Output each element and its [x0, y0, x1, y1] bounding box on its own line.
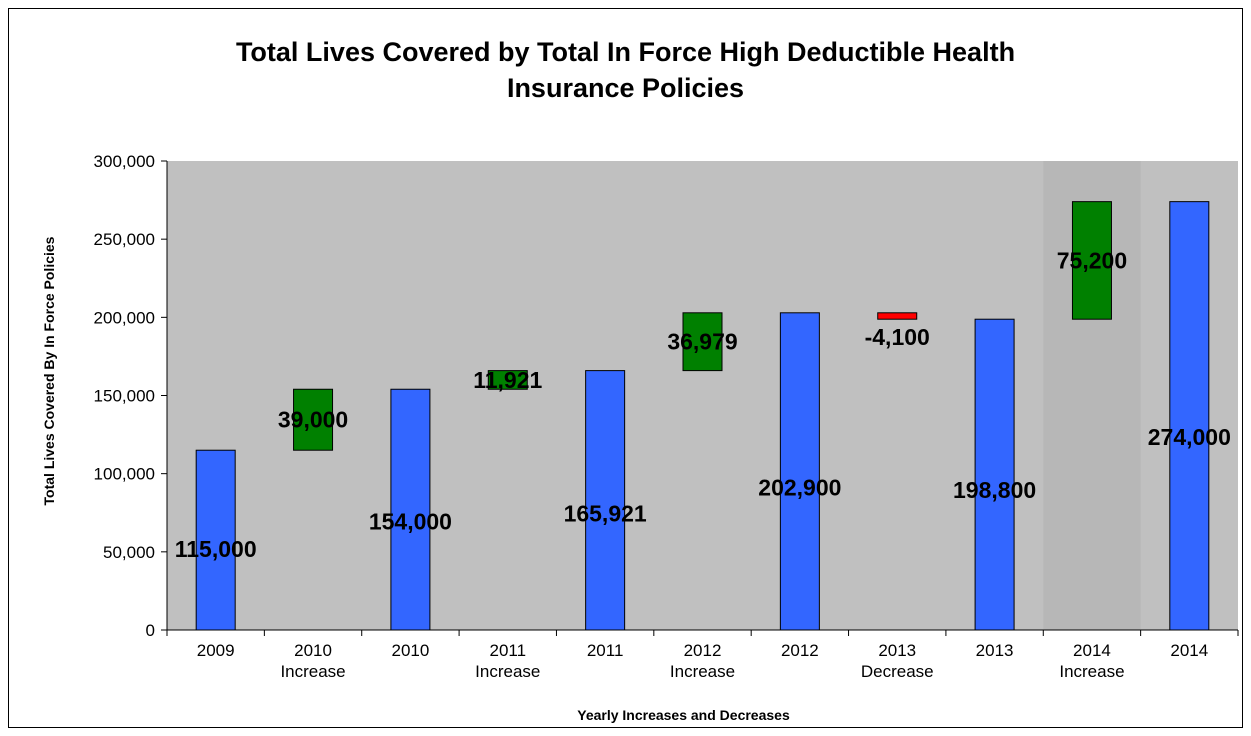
data-label: 39,000 [278, 407, 348, 433]
y-tick-label: 250,000 [94, 230, 155, 249]
x-category-label: Increase [475, 662, 540, 681]
data-label: 165,921 [564, 500, 647, 526]
bar-total-2012 [779, 312, 820, 631]
bar-increase-2010-increase [293, 388, 334, 451]
y-tick-label: 50,000 [103, 543, 155, 562]
x-category-label: 2014 [1073, 641, 1111, 660]
bar-total-2014 [1169, 201, 1210, 631]
bar-total-2011 [585, 370, 626, 631]
x-category-label: 2011 [489, 641, 526, 660]
x-category-label: Decrease [861, 662, 934, 681]
bar-increase-2014-increase [1071, 201, 1112, 320]
x-category-label: Increase [670, 662, 735, 681]
y-tick-label: 300,000 [94, 152, 155, 171]
x-category-label: 2013 [878, 641, 916, 660]
x-category-label: 2011 [587, 641, 624, 660]
data-label: -4,100 [865, 324, 930, 350]
chart-title: Total Lives Covered by Total In Force Hi… [0, 34, 1251, 106]
x-category-label: Increase [280, 662, 345, 681]
bar-increase-2012-increase [682, 312, 723, 372]
x-category-label: 2013 [976, 641, 1014, 660]
y-tick-label: 100,000 [94, 465, 155, 484]
y-tick-label: 0 [146, 621, 155, 640]
x-category-label: 2012 [684, 641, 722, 660]
chart-title-line-1: Total Lives Covered by Total In Force Hi… [235, 37, 1016, 67]
data-label: 154,000 [369, 509, 452, 535]
y-axis-title: Total Lives Covered By In Force Policies [41, 236, 57, 506]
y-tick-label: 150,000 [94, 387, 155, 406]
chart-title-line-2: Insurance Policies [506, 73, 745, 103]
x-category-label: 2009 [197, 641, 235, 660]
x-axis-title: Yearly Increases and Decreases [577, 707, 790, 723]
data-label: 75,200 [1057, 247, 1127, 273]
data-label: 11,921 [473, 367, 542, 393]
bar-decrease-2013-decrease [877, 312, 918, 320]
data-label: 202,900 [758, 474, 841, 500]
data-label: 36,979 [667, 329, 737, 355]
y-tick-label: 200,000 [94, 308, 155, 327]
x-category-label: Increase [1059, 662, 1124, 681]
x-category-label: 2010 [391, 641, 429, 660]
data-label: 115,000 [175, 536, 257, 562]
data-label: 274,000 [1148, 424, 1231, 450]
x-category-label: 2012 [781, 641, 819, 660]
bar-total-2009 [195, 449, 236, 631]
bar-total-2010 [390, 388, 431, 631]
x-category-label: 2014 [1170, 641, 1208, 660]
bar-total-2013 [974, 318, 1015, 631]
x-category-label: 2010 [294, 641, 332, 660]
bar-increase-2011-increase [487, 370, 528, 390]
data-label: 198,800 [953, 477, 1036, 503]
